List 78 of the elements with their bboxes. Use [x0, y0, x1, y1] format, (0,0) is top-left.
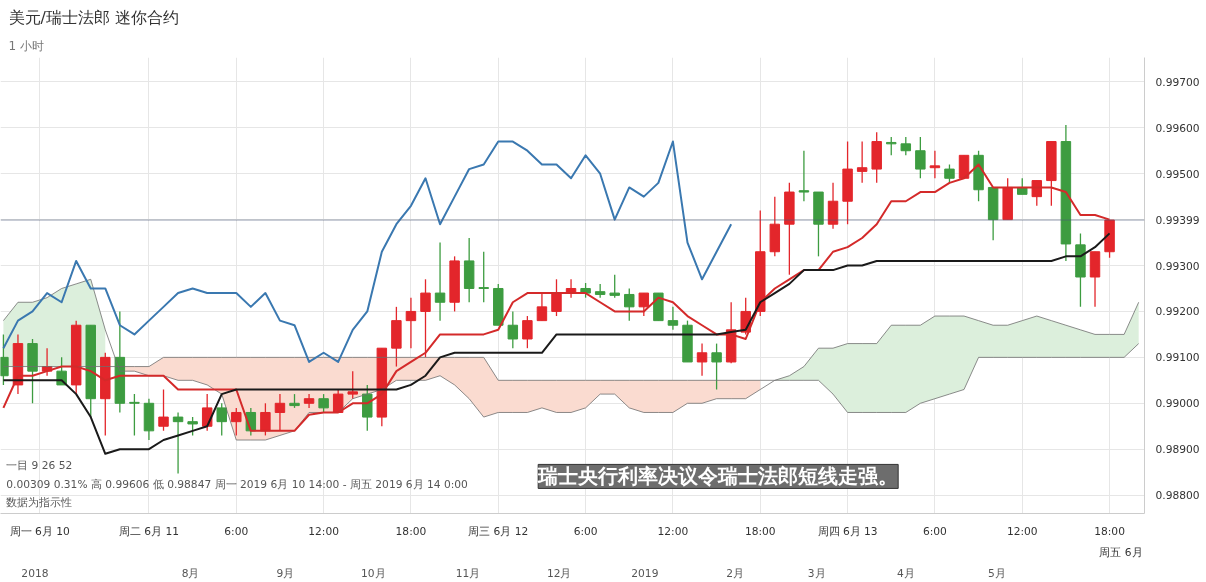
candlestick	[158, 388, 169, 432]
candlestick	[667, 306, 679, 331]
candlestick	[405, 297, 417, 349]
candlestick	[260, 402, 271, 437]
candlestick	[216, 402, 227, 437]
line-series	[3, 278, 1140, 441]
x-tick-label: 周二 6月 11	[118, 524, 180, 538]
y-tick-label: 0.99600	[1155, 121, 1200, 135]
candlestick	[900, 136, 912, 156]
y-tick-label: 0.99100	[1155, 351, 1200, 365]
annotation: 一目 9 26 52	[6, 459, 73, 473]
x-tick-label: 周三 6月 12	[468, 524, 529, 538]
candlestick	[231, 407, 242, 437]
candlestick	[711, 342, 722, 391]
line-series	[2, 140, 733, 363]
candlestick	[536, 292, 548, 322]
candlestick	[362, 384, 373, 432]
candlestick	[886, 136, 897, 156]
candlestick	[129, 393, 140, 437]
annotation: 数据为指示性	[6, 495, 73, 509]
candlestick	[0, 333, 9, 386]
candlestick	[522, 315, 533, 349]
candlestick	[915, 136, 926, 179]
text: 4月	[896, 566, 915, 580]
text: 5月	[987, 566, 1006, 580]
text: 2019	[631, 567, 659, 581]
candlestick	[318, 393, 329, 414]
text: 10月	[360, 566, 386, 580]
chart-title: 美元/瑞士法郎 迷你合约	[8, 7, 179, 27]
annotation: 瑞士央行利率决议令瑞士法郎短线走强。	[537, 464, 899, 489]
text: 9月	[276, 566, 295, 580]
x-tick-label: 18:00	[744, 524, 776, 538]
text: 3月	[807, 566, 826, 580]
candlestick	[274, 393, 286, 432]
candlestick	[420, 278, 431, 359]
candlestick	[827, 182, 839, 230]
candlestick	[609, 274, 620, 299]
candlestick	[551, 278, 562, 317]
x-tick-label: 6:00	[922, 524, 948, 538]
text: 11月	[455, 566, 481, 580]
candlestick	[696, 342, 708, 377]
y-tick-label: 0.99700	[1155, 75, 1200, 89]
x-tick-label: 18:00	[395, 524, 427, 538]
x-tick-label: 12:00	[1006, 524, 1038, 538]
candlestick	[798, 150, 810, 202]
y-tick-label: 0.98900	[1155, 443, 1200, 457]
chart-subtitle: 1 小时	[8, 38, 44, 53]
candlestick	[507, 310, 519, 349]
candlestick	[172, 411, 184, 475]
x-tick-label: 12:00	[657, 524, 689, 538]
x-tick-label: 18:00	[1094, 524, 1126, 538]
text: 2月	[726, 566, 744, 580]
candlestick	[1031, 179, 1043, 207]
candlestick	[929, 150, 941, 179]
text: 8月	[181, 566, 200, 580]
candlestick	[478, 251, 489, 303]
x-tick-label: 周一 6月 10	[9, 524, 71, 538]
candlestick	[638, 292, 650, 317]
y-tick-label: 0.99500	[1155, 167, 1200, 181]
y-tick-label: 0.99200	[1155, 305, 1200, 319]
candlestick	[347, 370, 358, 400]
candlestick	[434, 241, 446, 322]
text: 2018	[21, 567, 49, 581]
ref-line-label: 0.99399	[1155, 214, 1200, 228]
y-tick-label: 0.98800	[1155, 489, 1200, 503]
candlestick	[187, 416, 198, 437]
text: 12月	[546, 566, 572, 580]
candlestick	[944, 163, 955, 184]
candlestick	[624, 287, 635, 322]
y-tick-label: 0.99300	[1155, 259, 1200, 273]
y-tick-label: 0.99000	[1155, 397, 1200, 411]
x-tick-label: 6:00	[224, 524, 249, 538]
x-tick-label: 周四 6月 13	[817, 524, 878, 538]
annotation: 0.00309 0.31% 高 0.99606 低 0.98847 周一 2019 6月 10 14:00 - 周五 2019 6月 14 0:00	[6, 477, 469, 491]
candlestick	[856, 140, 868, 184]
x-tick-label: 12:00	[308, 524, 340, 538]
x-tick-label: 6:00	[573, 524, 598, 538]
text: 周五 6月	[1099, 545, 1143, 559]
